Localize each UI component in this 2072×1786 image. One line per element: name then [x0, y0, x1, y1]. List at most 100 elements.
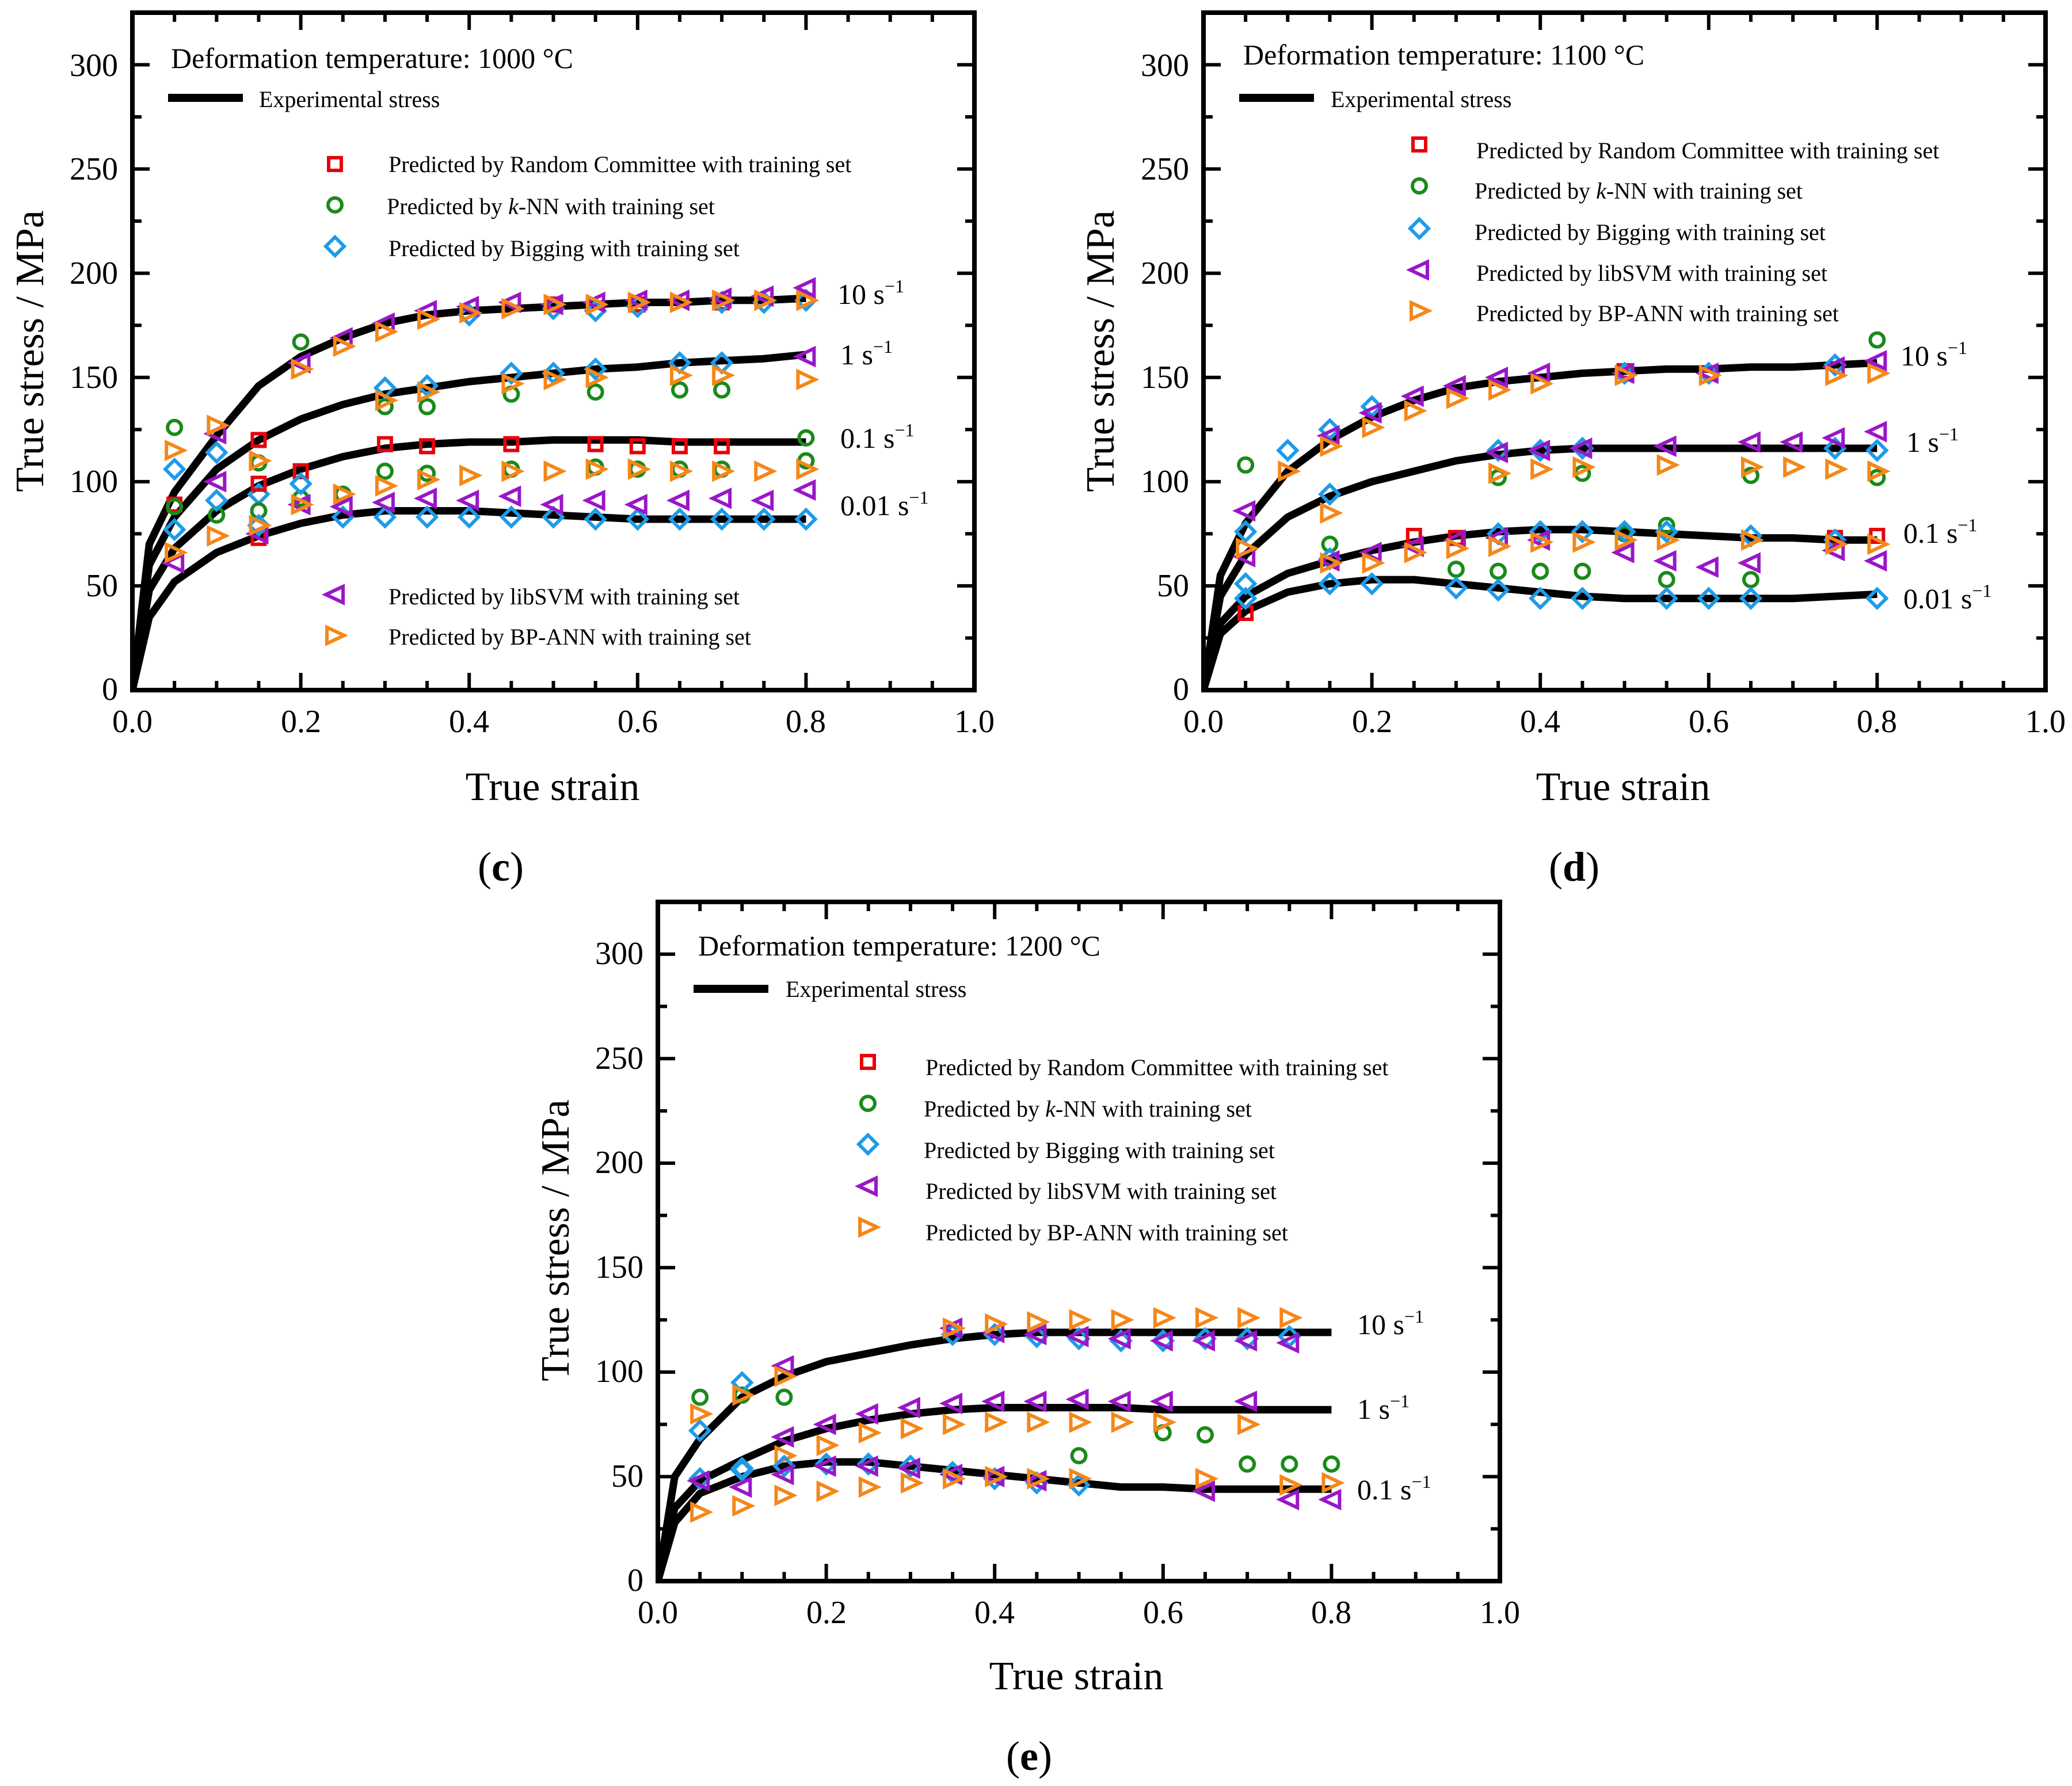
marker-bigging	[1235, 1327, 1259, 1351]
y-axis-label: True stress / MPa	[1079, 210, 1123, 492]
marker-libsvm	[855, 1455, 878, 1477]
marker-libsvm	[1234, 1391, 1258, 1412]
legend-marker-bigging	[323, 234, 347, 258]
marker-libsvm	[1065, 1326, 1089, 1347]
y-tick-label: 0	[102, 672, 118, 707]
marker-bp-ann	[375, 321, 398, 342]
panel-label: (c)	[478, 844, 524, 890]
rate-labels: 10 s−1 1 s−1 0.1 s−1	[1357, 1306, 1431, 1506]
marker-bigging	[1193, 1327, 1217, 1351]
x-tick-label: 0.2	[1352, 704, 1392, 740]
y-tick-label: 100	[595, 1354, 643, 1389]
marker-bp-ann	[1404, 542, 1427, 563]
y-tick-label: 50	[1157, 568, 1189, 604]
marker-bp-ann	[1278, 460, 1301, 482]
marker-bigging	[1655, 520, 1678, 544]
marker-libsvm	[1484, 367, 1509, 389]
marker-bp-ann	[1740, 529, 1765, 551]
marker-libsvm	[897, 1457, 920, 1479]
marker-bp-ann	[417, 308, 441, 330]
marker-bp-ann	[1488, 462, 1512, 485]
marker-libsvm	[1023, 1391, 1047, 1412]
marker-bp-ann	[501, 298, 525, 319]
experimental-curve	[658, 1404, 1332, 1581]
marker-libsvm	[1864, 550, 1887, 572]
x-tick-label: 0.0	[638, 1595, 678, 1631]
marker-bp-ann	[1111, 1411, 1134, 1433]
y-tick-label: 200	[70, 256, 118, 291]
marker-bp-ann	[816, 1434, 840, 1456]
marker-bp-ann	[1572, 456, 1596, 478]
marker-libsvm	[456, 489, 479, 512]
marker-bigging	[794, 507, 818, 531]
marker-bp-ann	[1740, 456, 1765, 478]
marker-bigging	[1233, 520, 1258, 544]
rate-label: 0.01 s−1	[1903, 580, 1992, 615]
marker-bp-ann	[1069, 1411, 1092, 1433]
x-tick-label: 0.0	[1183, 704, 1224, 740]
marker-libsvm	[413, 488, 437, 509]
marker-bp-ann	[585, 367, 609, 389]
marker-bp-ann	[1279, 1474, 1303, 1496]
marker-bp-ann	[1362, 552, 1385, 574]
legend-marker-bpann	[325, 624, 349, 646]
marker-random-committee	[671, 438, 688, 455]
marker-knn	[418, 398, 436, 416]
marker-bigging	[162, 517, 186, 542]
marker-bp-ann	[1027, 1468, 1050, 1490]
marker-bp-ann	[774, 1484, 798, 1506]
marker-libsvm	[1822, 539, 1845, 562]
marker-bp-ann	[943, 1468, 966, 1490]
legend-marker-bpann	[1410, 300, 1433, 322]
legend-marker-rc	[1411, 136, 1427, 153]
marker-libsvm	[498, 291, 521, 314]
x-tick-label: 0.4	[974, 1595, 1015, 1631]
marker-bp-ann	[985, 1465, 1008, 1488]
marker-bp-ann	[165, 439, 188, 462]
marker-bigging	[814, 1452, 838, 1476]
marker-bp-ann	[1488, 379, 1512, 401]
marker-libsvm	[1484, 441, 1509, 463]
y-tick-label: 150	[70, 360, 118, 395]
marker-knn	[1323, 1455, 1340, 1473]
marker-knn	[292, 333, 310, 351]
marker-bigging	[373, 505, 397, 529]
marker-bp-ann	[669, 364, 694, 386]
x-tick-label: 0.4	[1520, 704, 1560, 740]
marker-random-committee	[714, 438, 730, 455]
legend-label-rc: Predicted by Random Committee with train…	[389, 151, 851, 177]
marker-libsvm	[1400, 535, 1424, 557]
plot-frame	[130, 10, 977, 692]
marker-bp-ann	[1825, 533, 1849, 555]
legend-marker-bigging	[856, 1132, 880, 1156]
x-tick-label: 1.0	[1480, 1595, 1520, 1631]
marker-libsvm	[1442, 375, 1466, 397]
y-tick-label: 250	[70, 151, 118, 187]
y-tick-label: 0	[1173, 672, 1189, 707]
marker-libsvm	[1191, 1330, 1215, 1352]
marker-random-committee	[250, 432, 267, 448]
marker-bp-ann	[1362, 416, 1385, 439]
marker-bp-ann	[249, 515, 272, 536]
marker-bp-ann	[501, 372, 525, 395]
marker-bp-ann	[1867, 362, 1891, 384]
y-tick-label: 150	[595, 1250, 643, 1285]
marker-bp-ann	[1446, 538, 1469, 559]
marker-bp-ann	[1488, 535, 1512, 557]
marker-bp-ann	[585, 458, 609, 480]
marker-bp-ann	[1027, 1311, 1050, 1333]
marker-bigging	[542, 505, 565, 529]
marker-libsvm	[1358, 402, 1382, 424]
legend-label-bpann: Predicted by BP-ANN with training set	[389, 624, 751, 650]
marker-bp-ann	[1656, 454, 1680, 476]
marker-knn	[713, 381, 731, 399]
marker-bp-ann	[1698, 364, 1722, 386]
marker-libsvm	[771, 1426, 794, 1448]
x-tick-label: 0.6	[618, 704, 658, 740]
rate-label: 1 s−1	[1357, 1391, 1410, 1425]
marker-bigging	[668, 507, 692, 531]
marker-libsvm	[1864, 421, 1887, 443]
y-axis-label: True stress / MPa	[8, 210, 52, 492]
legend-label-experimental: Experimental stress	[786, 976, 966, 1002]
y-tick-label: 100	[70, 464, 118, 500]
